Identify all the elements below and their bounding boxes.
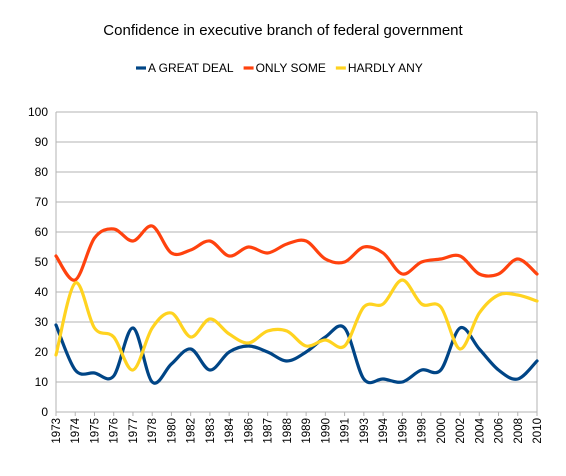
x-tick-label: 2002 — [455, 418, 467, 444]
y-tick-label: 90 — [35, 135, 49, 149]
x-tick-label: 1974 — [70, 417, 82, 443]
x-tick-label: 1991 — [340, 418, 352, 444]
y-tick-label: 70 — [35, 195, 49, 209]
y-tick-label: 40 — [35, 285, 49, 299]
x-tick-label: 1988 — [282, 418, 294, 444]
y-tick-label: 80 — [35, 165, 49, 179]
y-tick-label: 20 — [35, 345, 49, 359]
legend-label-a-great-deal: A GREAT DEAL — [148, 61, 234, 75]
x-tick-label: 2004 — [474, 417, 486, 443]
series-line-hardly-any — [54, 278, 539, 372]
plot-area — [54, 224, 539, 385]
x-tick-label: 1998 — [417, 418, 429, 444]
series-line-a-great-deal — [54, 323, 539, 385]
x-tick-label: 1986 — [243, 418, 255, 444]
x-tick-label: 1973 — [51, 418, 63, 444]
y-axis: 0 10 20 30 40 50 60 70 80 90 100 — [28, 105, 48, 419]
x-tick-label: 1983 — [205, 418, 217, 444]
x-tick-label: 2010 — [532, 418, 544, 444]
gridlines — [55, 111, 538, 413]
y-tick-label: 10 — [35, 375, 49, 389]
x-axis: 1973 1974 1975 1976 1977 1978 1980 1982 1983 1984… — [51, 412, 544, 444]
y-tick-label: 50 — [35, 255, 49, 269]
x-tick-label: 1996 — [397, 418, 409, 444]
y-tick-label: 100 — [28, 105, 48, 119]
series-line-only-some — [54, 224, 539, 282]
x-tick-label: 1994 — [378, 417, 390, 443]
x-tick-label: 2008 — [513, 418, 525, 444]
x-tick-label: 1975 — [89, 418, 101, 444]
x-tick-label: 1989 — [301, 418, 313, 444]
x-tick-label: 1977 — [128, 418, 140, 444]
x-tick-label: 1980 — [166, 418, 178, 444]
x-tick-label: 2000 — [436, 418, 448, 444]
legend: A GREAT DEAL ONLY SOME HARDLY ANY — [136, 61, 423, 75]
x-tick-label: 1976 — [109, 418, 121, 444]
x-tick-label: 1978 — [147, 418, 159, 444]
y-tick-label: 60 — [35, 225, 49, 239]
chart-title: Confidence in executive branch of federa… — [103, 22, 463, 39]
x-tick-label: 1990 — [320, 418, 332, 444]
x-tick-label: 1984 — [224, 417, 236, 443]
x-tick-label: 1982 — [186, 418, 198, 444]
y-tick-label: 30 — [35, 315, 49, 329]
y-tick-label: 0 — [41, 405, 48, 419]
x-tick-label: 2006 — [494, 418, 506, 444]
x-tick-label: 1987 — [263, 418, 275, 444]
legend-label-hardly-any: HARDLY ANY — [348, 61, 423, 75]
x-tick-label: 1993 — [359, 418, 371, 444]
legend-label-only-some: ONLY SOME — [256, 61, 326, 75]
